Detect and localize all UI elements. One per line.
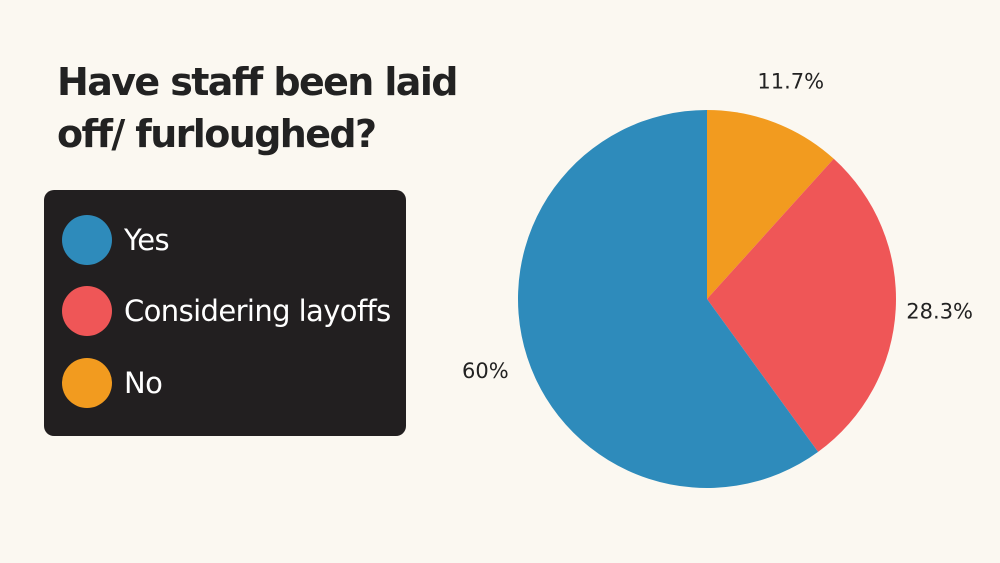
legend-item-considering-layoffs: Considering layoffs (62, 285, 391, 337)
legend-label-yes: Yes (124, 223, 170, 257)
legend-swatch-no (62, 358, 112, 408)
legend-swatch-considering-layoffs (62, 286, 112, 336)
slice-label-no: 11.7% (757, 70, 824, 94)
slice-label-considering-layoffs: 28.3% (906, 299, 973, 323)
slice-label-yes: 60% (462, 359, 509, 383)
chart-title: Have staff been laid off/ furloughed? (57, 60, 458, 156)
legend-label-no: No (124, 366, 163, 400)
legend-swatch-yes (62, 215, 112, 265)
pie-slice-yes (517, 110, 819, 488)
legend-label-considering-layoffs: Considering layoffs (124, 294, 391, 328)
pie-slice-considering-layoffs (707, 158, 896, 452)
legend: Yes Considering layoffs No (44, 190, 406, 436)
legend-item-yes: Yes (62, 214, 170, 266)
pie-slice-no (707, 110, 834, 299)
legend-item-no: No (62, 357, 163, 409)
